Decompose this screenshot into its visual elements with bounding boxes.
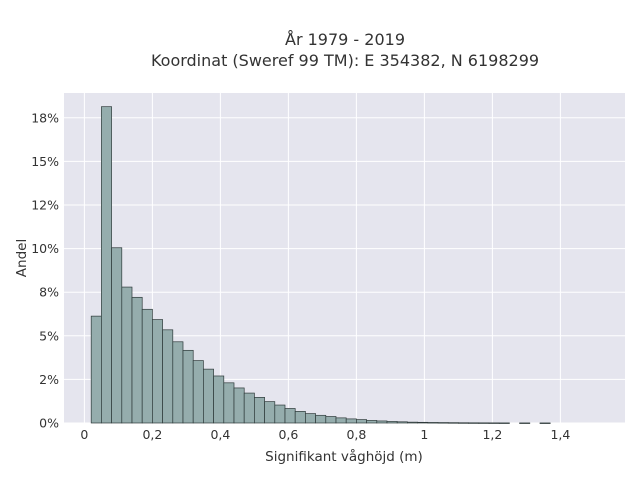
histogram-bar	[376, 420, 388, 424]
histogram-bar	[254, 397, 265, 424]
y-tick-label: 0%	[39, 416, 59, 431]
histogram-bar	[366, 420, 378, 424]
chart-title-line1: År 1979 - 2019	[285, 30, 405, 49]
histogram-bar	[396, 421, 408, 424]
histogram-bar	[284, 408, 296, 424]
histogram-bar	[213, 375, 225, 424]
x-axis-title: Signifikant våghöjd (m)	[265, 448, 423, 465]
histogram-bar	[407, 421, 418, 424]
x-tick-label: 1	[420, 427, 428, 442]
x-tick-label: 0,8	[346, 427, 366, 442]
histogram-bar	[162, 329, 174, 424]
histogram-bar	[519, 422, 531, 424]
histogram-bar	[294, 411, 306, 424]
y-axis-title: Andel	[14, 239, 30, 277]
x-tick-label: 0,4	[210, 427, 230, 442]
histogram-bar	[427, 422, 439, 424]
histogram-bar	[152, 319, 163, 424]
y-axis-ticks: 0% 2% 5% 8% 10% 12% 15% 18%	[31, 110, 59, 430]
x-axis-ticks: 0 0,2 0,4 0,6 0,8 1 1,2 1,4	[80, 427, 570, 442]
y-tick-label: 18%	[31, 110, 59, 125]
histogram-bar	[437, 422, 449, 424]
histogram-bar	[468, 422, 480, 424]
histogram-bar	[356, 419, 367, 424]
histogram-bar	[243, 392, 255, 424]
histogram-bar	[488, 422, 500, 424]
histogram-bar	[90, 315, 102, 424]
histogram-bar	[417, 421, 429, 424]
histogram-bar	[478, 422, 490, 424]
histogram-bar	[121, 286, 133, 424]
histogram-bar	[447, 422, 459, 424]
histogram-bar	[345, 418, 357, 424]
x-tick-label: 1,4	[550, 427, 570, 442]
chart-title-line2: Koordinat (Sweref 99 TM): E 354382, N 61…	[151, 51, 539, 70]
histogram-bar	[141, 308, 153, 424]
x-tick-label: 0	[80, 427, 88, 442]
histogram-bar	[101, 106, 112, 424]
histogram-bar	[203, 368, 214, 424]
y-tick-label: 10%	[31, 241, 59, 256]
x-tick-label: 0,6	[278, 427, 298, 442]
histogram-bar	[131, 296, 143, 424]
histogram-bar	[386, 421, 398, 424]
histogram-bar	[458, 422, 469, 424]
histogram-bar	[192, 360, 204, 424]
x-tick-label: 1,2	[482, 427, 502, 442]
histogram-bar	[315, 414, 327, 424]
y-tick-label: 12%	[31, 197, 59, 212]
y-tick-label: 15%	[31, 154, 59, 169]
histogram-bar	[539, 422, 551, 424]
histogram-bar	[325, 416, 337, 424]
histogram-bar	[274, 404, 286, 424]
histogram-bar	[223, 382, 235, 424]
y-tick-label: 5%	[39, 328, 59, 343]
y-tick-label: 8%	[39, 285, 59, 300]
histogram-bar	[172, 341, 184, 424]
histogram-bar	[335, 417, 347, 424]
histogram-bar	[264, 401, 276, 424]
histogram-bar	[498, 422, 510, 424]
histogram-bar	[111, 247, 123, 424]
histogram-bar	[182, 349, 194, 424]
x-tick-label: 0,2	[142, 427, 162, 442]
y-tick-label: 2%	[39, 372, 59, 387]
histogram-bar	[305, 413, 316, 424]
histogram-bar	[233, 387, 245, 424]
histogram-bars	[90, 106, 551, 424]
